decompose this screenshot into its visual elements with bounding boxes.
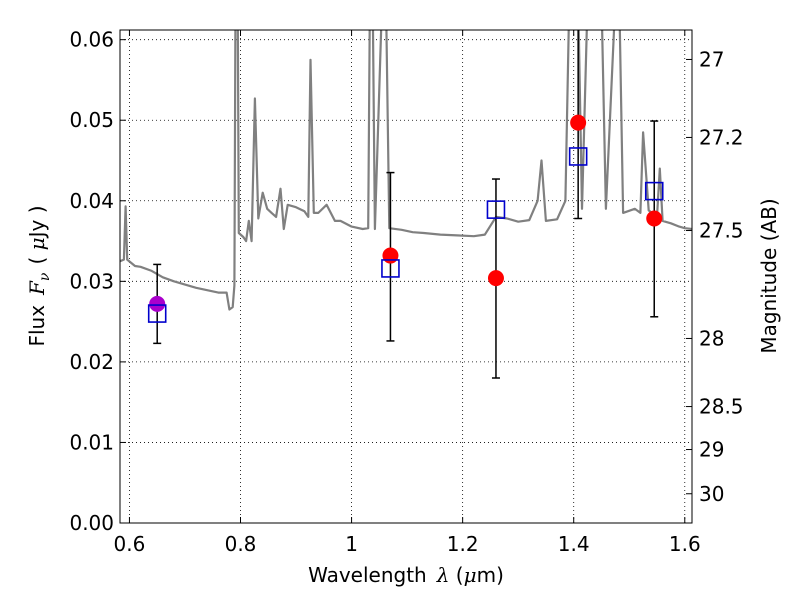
grid-lines [120,30,692,523]
y-tick-label: 0.01 [69,430,114,454]
magnitude-tick-label: 29 [699,438,724,462]
magnitude-axis-label: Magnitude (AB) [757,198,781,353]
y-tick-label: 0.03 [69,269,114,293]
model-point [486,200,506,219]
template-spectrum-line [120,30,692,311]
y-tick-label: 0.06 [69,28,114,52]
x-axis-label-unit-rest: m) [477,563,504,587]
magnitude-tick-label: 27.5 [699,219,744,243]
x-tick-label: 1.6 [669,532,701,556]
model-point [568,147,588,166]
y-tick-label: 0.00 [69,511,114,535]
y-axis-label-prefix: Flux [25,305,49,347]
y-tick-label: 0.02 [69,350,114,374]
x-axis-label-prefix: Wavelength [308,563,427,587]
magnitude-tick-label: 27 [699,47,724,71]
plot-frame [119,29,693,524]
magnitude-tick-label: 27.2 [699,125,744,149]
x-tick-label: 0.6 [114,532,146,556]
x-axis-label-symbol: λ [436,563,450,587]
x-axis-label: Wavelength λ (μm) [308,563,504,587]
y-tick-label: 0.04 [69,189,114,213]
magnitude-tick-label: 28.5 [699,395,744,419]
observed-point [382,247,399,264]
observed-point [570,114,587,131]
x-tick-label: 1.2 [447,532,479,556]
magnitude-tick-labels: 27 27.2 27.5 28 28.5 29 30 [699,47,744,505]
x-axis-label-unit-open: ( [449,563,463,587]
x-tick-labels: 0.6 0.8 1 1.2 1.4 1.6 [114,532,701,556]
observed-point [149,295,166,312]
x-tick-label: 1.4 [558,532,590,556]
magnitude-tick-label: 28 [699,326,724,350]
y-tick-label: 0.05 [69,108,114,132]
y-axis-label-unit-rest: Jy ) [25,205,49,239]
model-point [147,304,167,323]
x-tick-label: 0.8 [225,532,257,556]
x-axis-label-unit-mu: μ [464,563,477,587]
y-tick-labels: 0.00 0.01 0.02 0.03 0.04 0.05 0.06 [69,28,114,535]
y-axis-label-unit-open: ( [25,250,49,264]
plot-background [120,30,692,523]
observed-point [487,270,504,287]
data-layer [120,30,692,379]
model-point [381,259,400,278]
y-axis-label-symbol: F [25,280,49,296]
y-axis-label: Flux Fν ( μJy ) [25,205,53,346]
y-axis-label-unit-mu: μ [25,237,49,250]
y-axis-label-subscript: ν [37,272,53,281]
observed-point [646,210,663,227]
magnitude-tick-label: 30 [699,482,724,506]
tick-marks [120,30,692,524]
x-tick-label: 1 [345,532,358,556]
model-point [644,181,664,201]
